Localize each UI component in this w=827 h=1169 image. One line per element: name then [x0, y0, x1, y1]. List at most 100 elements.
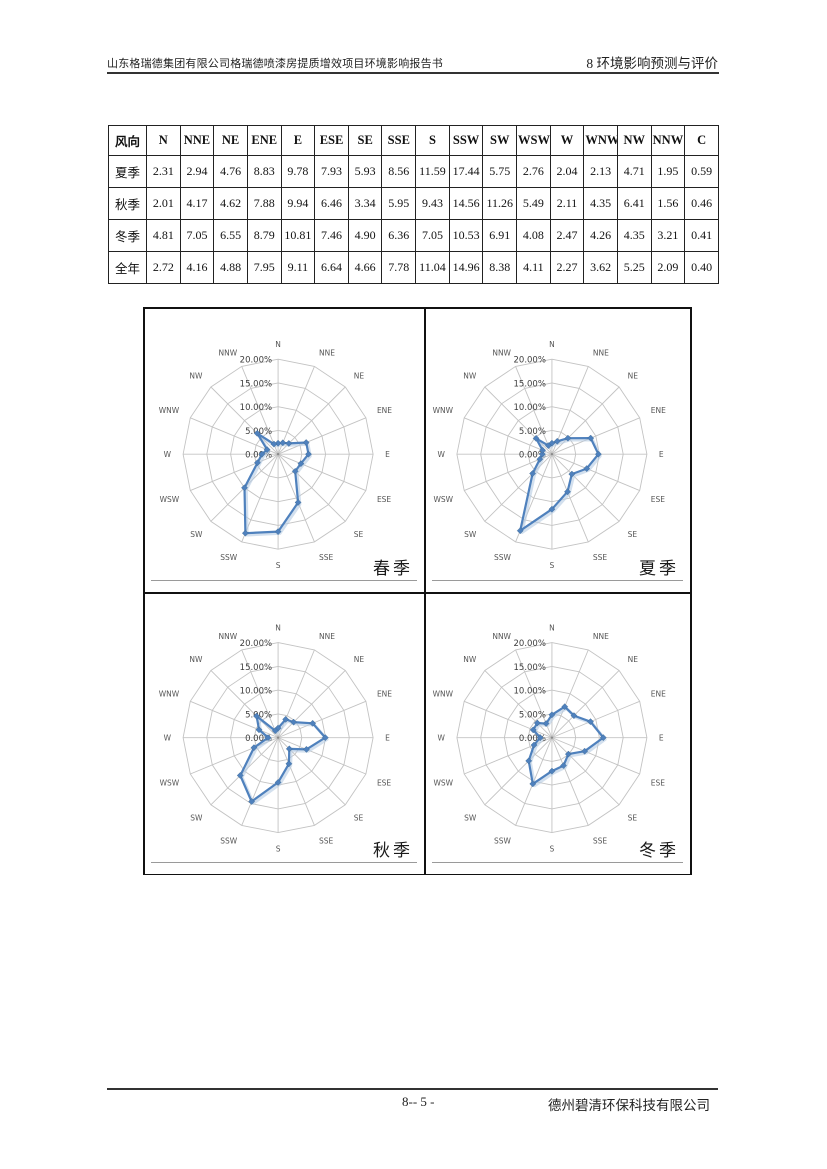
data-point-marker	[290, 718, 297, 726]
data-point-marker	[294, 499, 302, 506]
radar-chart-winter: 0.00% 5.00% 10.00% 15.00% 20.00%N NNE NE ENE E ES…	[433, 624, 667, 854]
table-cell: 5.25	[616, 251, 652, 284]
data-point-marker	[536, 455, 544, 463]
table-cell: 8.83	[246, 155, 282, 188]
data-point-marker	[548, 767, 556, 775]
data-point-marker	[282, 715, 290, 723]
table-cell: 3.62	[583, 251, 618, 284]
table-cell: 4.16	[179, 251, 215, 284]
table-cell: 17.44	[448, 155, 484, 188]
data-point-marker	[285, 440, 293, 447]
table-cell: 0.41	[684, 219, 719, 252]
radial-axis-tick: 5.00%	[519, 710, 546, 720]
col-header-E: E	[280, 125, 316, 156]
data-point-marker	[297, 460, 305, 468]
radial-axis-tick: 5.00%	[519, 427, 546, 437]
direction-label: WNW	[433, 690, 454, 699]
table-cell: 0.46	[684, 187, 719, 220]
data-point-marker	[236, 772, 244, 779]
direction-label: WNW	[159, 690, 180, 699]
direction-label: NNE	[593, 348, 609, 357]
radial-axis-tick: 20.00%	[514, 639, 546, 649]
data-point-marker	[583, 465, 591, 472]
radial-axis-tick: 0.00%	[245, 734, 272, 744]
radial-axis-tick: 0.00%	[519, 734, 546, 744]
radial-axis-tick: 20.00%	[514, 356, 546, 366]
direction-label: SSW	[494, 553, 512, 562]
table-cell: 6.46	[314, 187, 349, 220]
data-point-marker	[599, 734, 607, 742]
table-cell: 14.96	[448, 251, 484, 284]
radar-center	[550, 736, 554, 739]
table-row: 冬季 4.81 7.05 6.55 8.79 10.81 7.46 4.90 6.36 7.05 1…	[108, 219, 719, 252]
panel-underline	[432, 580, 683, 581]
direction-label: NW	[463, 655, 477, 664]
radial-axis-tick: 0.00%	[519, 451, 546, 461]
direction-label: WSW	[433, 779, 453, 788]
data-point-marker	[564, 434, 572, 442]
table-cell: 10.81	[280, 219, 316, 252]
table-cell: 2.72	[146, 251, 181, 284]
table-cell: 5.93	[347, 155, 383, 188]
direction-label: NW	[189, 655, 203, 664]
data-point-marker	[548, 505, 556, 513]
radial-axis-tick: 15.00%	[514, 379, 546, 389]
direction-label: NW	[463, 372, 477, 381]
col-header-C: C	[684, 125, 719, 156]
data-point-marker	[529, 470, 536, 477]
direction-label: NNE	[319, 348, 335, 357]
direction-label: S	[550, 561, 555, 570]
direction-label: SW	[190, 813, 203, 822]
data-point-marker	[565, 750, 572, 758]
data-point-marker	[533, 719, 541, 727]
direction-label: ENE	[377, 690, 392, 699]
table-cell: 6.91	[482, 219, 518, 252]
col-header-NE: NE	[213, 125, 248, 156]
table-cell: 7.95	[246, 251, 282, 284]
radar-center	[276, 736, 280, 739]
col-header-SW: SW	[482, 125, 518, 156]
direction-label: N	[549, 624, 555, 633]
chart-panel-winter: 0.00% 5.00% 10.00% 15.00% 20.00% N NNE NE ENE E ES…	[426, 594, 690, 874]
table-cell: 11.04	[415, 251, 450, 284]
table-cell: 4.71	[616, 155, 652, 188]
direction-label: ENE	[651, 690, 666, 699]
radial-axis-tick: 15.00%	[514, 663, 546, 673]
direction-label: ESE	[651, 495, 665, 504]
data-point-marker	[263, 446, 271, 454]
table-row: 全年 2.72 4.16 4.88 7.95 9.11 6.64 4.66 7.78 11.04 1…	[108, 251, 719, 284]
table-cell: 4.66	[347, 251, 383, 284]
data-point-marker	[253, 429, 261, 437]
table-cell: 5.95	[381, 187, 417, 220]
wind-table-body: 风向 N NNE NE ENE E ESE SE SSE S SSW SW WSW W WNW NW NNW C 夏…	[108, 125, 719, 284]
table-row: 秋季 2.01 4.17 4.62 7.88 9.94 6.46 3.34 5.95 9.43 14…	[108, 187, 719, 220]
table-cell: 11.26	[482, 187, 518, 220]
data-point-marker	[581, 747, 589, 755]
col-header-S: S	[415, 125, 450, 156]
direction-label: NNE	[319, 632, 335, 641]
table-cell: 1.56	[650, 187, 686, 220]
direction-label: SE	[628, 530, 638, 539]
table-cell: 4.08	[516, 219, 551, 252]
radial-axis-tick: 10.00%	[514, 687, 546, 697]
table-cell: 6.41	[616, 187, 652, 220]
chart-panel-autumn: 0.00%5.00%10.00%15.00%20.00%NNNENEENEEES…	[145, 594, 426, 874]
data-point-marker	[274, 779, 282, 786]
col-header-NNE: NNE	[179, 125, 215, 156]
direction-label: ESE	[377, 495, 391, 504]
table-cell: 4.11	[516, 251, 551, 284]
radar-center	[276, 452, 280, 456]
direction-label: N	[275, 340, 281, 349]
wind-frequency-table: 风向 N NNE NE ENE E ESE SE SSE S SSW SW WSW W WNW NW NNW C 夏…	[108, 125, 719, 284]
table-cell: 4.35	[583, 187, 618, 220]
direction-label: SSE	[319, 553, 334, 562]
direction-label: W	[438, 734, 446, 743]
direction-label: S	[550, 845, 555, 854]
data-point-marker	[587, 718, 594, 726]
data-point-marker	[587, 434, 595, 442]
col-header-wind-direction: 风向	[108, 125, 147, 156]
col-header-NW: NW	[616, 125, 652, 156]
table-cell: 6.36	[381, 219, 417, 252]
table-cell: 7.93	[314, 155, 349, 188]
table-cell: 2.04	[549, 155, 585, 188]
